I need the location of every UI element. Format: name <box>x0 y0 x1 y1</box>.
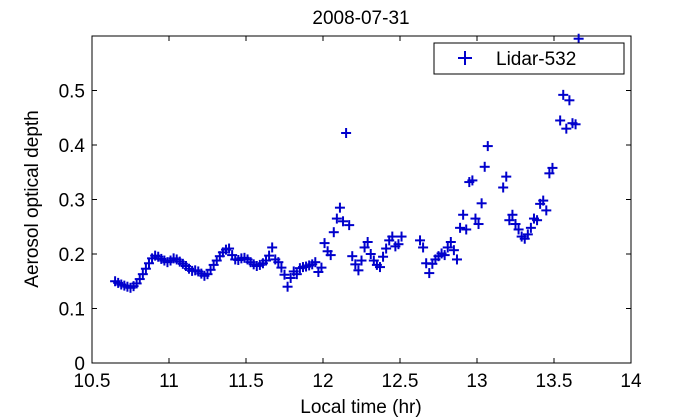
data-point <box>458 209 469 220</box>
x-axis: 10.5 11 11.5 12 12.5 13 13.5 14 <box>74 36 642 392</box>
data-point <box>338 216 349 227</box>
y-axis: 0 0.1 0.2 0.3 0.4 0.5 <box>59 82 631 375</box>
x-tick-label: 13.5 <box>536 371 573 392</box>
chart-title: 2008-07-31 <box>312 8 409 29</box>
data-point <box>547 162 558 173</box>
x-tick-label: 12 <box>312 371 333 392</box>
data-point <box>350 259 361 270</box>
data-point <box>328 227 339 238</box>
x-tick-label: 12.5 <box>382 371 419 392</box>
y-tick-label: 0.1 <box>59 300 85 321</box>
data-point <box>137 269 148 280</box>
y-tick-label: 0.2 <box>59 245 85 266</box>
y-tick-label: 0 <box>74 354 85 375</box>
data-point <box>273 257 284 268</box>
data-point <box>291 269 302 280</box>
data-point <box>365 249 376 259</box>
data-point <box>442 242 453 253</box>
x-tick-label: 14 <box>620 371 642 392</box>
data-point <box>374 262 385 273</box>
data-point <box>415 235 426 246</box>
data-point <box>279 269 290 280</box>
data-point <box>455 222 466 233</box>
data-point <box>381 243 392 254</box>
data-point <box>310 257 321 268</box>
data-point <box>341 128 352 139</box>
data-point <box>501 171 512 182</box>
data-point <box>467 175 478 186</box>
data-point <box>448 245 459 256</box>
data-point <box>362 237 373 248</box>
data-point <box>276 262 287 273</box>
plot-area <box>91 35 632 364</box>
data-point <box>224 243 235 254</box>
data-point <box>522 229 533 240</box>
data-point <box>476 198 487 209</box>
data-point <box>558 89 569 100</box>
y-axis-label: Aerosol optical depth <box>22 110 43 287</box>
data-point <box>331 213 342 224</box>
x-tick-label: 13 <box>466 371 487 392</box>
y-tick-label: 0.5 <box>59 82 85 103</box>
data-point <box>424 268 435 279</box>
data-point <box>541 205 552 216</box>
data-point <box>470 213 481 224</box>
data-points <box>110 33 584 293</box>
data-point <box>573 33 584 44</box>
data-point <box>378 251 389 262</box>
data-point <box>319 238 330 249</box>
data-point <box>445 237 456 248</box>
legend-marker <box>458 51 472 65</box>
data-point <box>282 281 293 292</box>
data-point <box>344 220 355 231</box>
data-point <box>498 182 509 193</box>
data-point <box>570 119 581 130</box>
data-point <box>353 265 364 276</box>
data-point <box>451 254 462 265</box>
data-point <box>264 250 275 261</box>
data-point <box>439 250 450 261</box>
data-point <box>564 95 575 106</box>
data-point <box>285 272 296 283</box>
x-tick-label: 10.5 <box>74 371 111 392</box>
data-point <box>334 202 345 213</box>
data-point <box>396 231 407 242</box>
data-point <box>507 209 518 220</box>
data-point <box>504 215 515 226</box>
data-point <box>316 262 327 273</box>
data-point <box>387 231 398 242</box>
x-tick-label: 11 <box>159 371 179 392</box>
x-axis-label: Local time (hr) <box>300 397 421 418</box>
data-point <box>267 242 278 253</box>
data-point <box>418 242 429 253</box>
data-point <box>393 239 404 250</box>
data-point <box>544 168 555 179</box>
y-tick-label: 0.3 <box>59 191 85 212</box>
data-point <box>347 251 358 262</box>
data-point <box>525 222 536 233</box>
data-point <box>482 141 493 152</box>
data-point <box>359 242 370 253</box>
data-point <box>461 224 472 235</box>
y-tick-label: 0.4 <box>59 136 86 157</box>
data-point <box>356 255 367 266</box>
data-point <box>555 115 566 126</box>
x-tick-label: 11.5 <box>228 371 264 392</box>
data-point <box>479 161 490 172</box>
data-point <box>513 224 524 235</box>
data-point <box>510 219 521 230</box>
data-point <box>561 123 572 134</box>
data-point <box>473 219 484 230</box>
data-point <box>325 250 336 261</box>
data-point <box>140 263 151 274</box>
data-point <box>532 215 543 226</box>
data-point <box>538 195 549 206</box>
legend: Lidar-532 <box>433 42 625 75</box>
legend-label: Lidar-532 <box>496 49 576 70</box>
